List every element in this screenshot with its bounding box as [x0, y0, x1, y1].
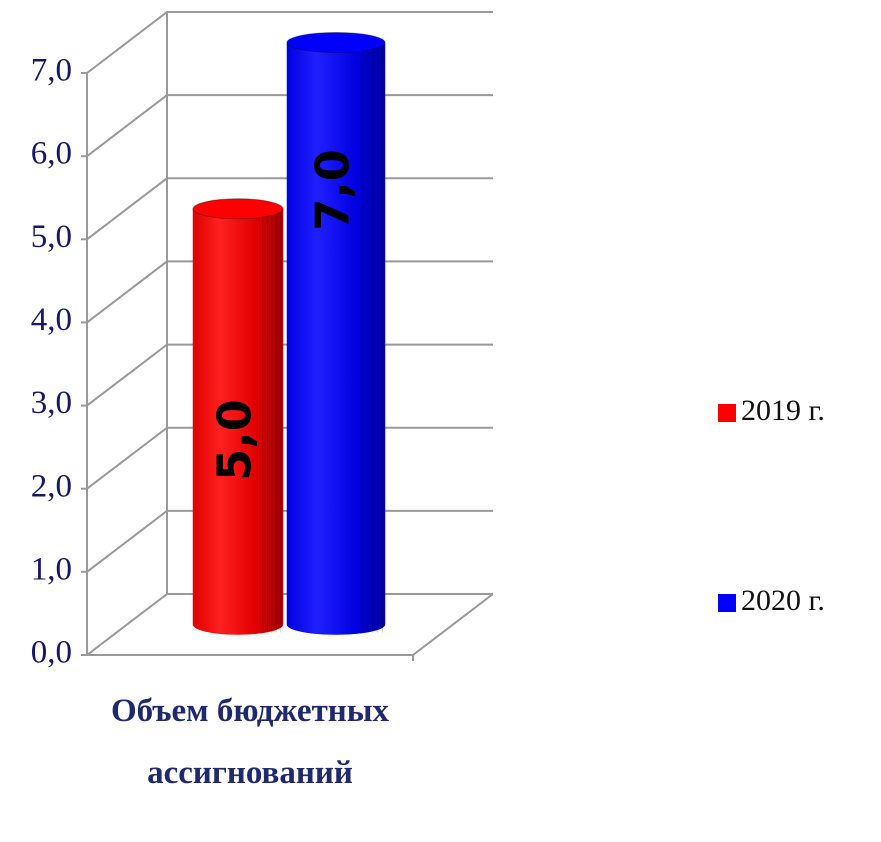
- y-tick-label: 1,0: [31, 551, 72, 587]
- data-label: 5,0: [208, 399, 262, 481]
- grid-line: [86, 11, 493, 74]
- bar-top: [286, 32, 386, 53]
- legend-label: 2020 г.: [741, 584, 825, 617]
- legend-label: 2019 г.: [741, 394, 825, 427]
- bar: [192, 208, 284, 635]
- bar-top: [192, 198, 284, 220]
- y-tick-label: 4,0: [31, 302, 72, 338]
- legend-swatch: [718, 404, 736, 422]
- y-tick-label: 5,0: [31, 219, 72, 255]
- y-tick-label: 6,0: [31, 136, 72, 172]
- y-tick-label: 3,0: [31, 385, 72, 421]
- category-label: Объем бюджетных ассигнований: [110, 693, 390, 791]
- bar: [286, 42, 386, 635]
- y-tick-label: 7,0: [31, 53, 72, 89]
- y-tick-label: 0,0: [31, 635, 72, 671]
- data-label: 7,0: [306, 149, 360, 231]
- legend-swatch: [718, 594, 736, 612]
- y-tick-label: 2,0: [31, 468, 72, 504]
- floor-edge: [412, 593, 494, 656]
